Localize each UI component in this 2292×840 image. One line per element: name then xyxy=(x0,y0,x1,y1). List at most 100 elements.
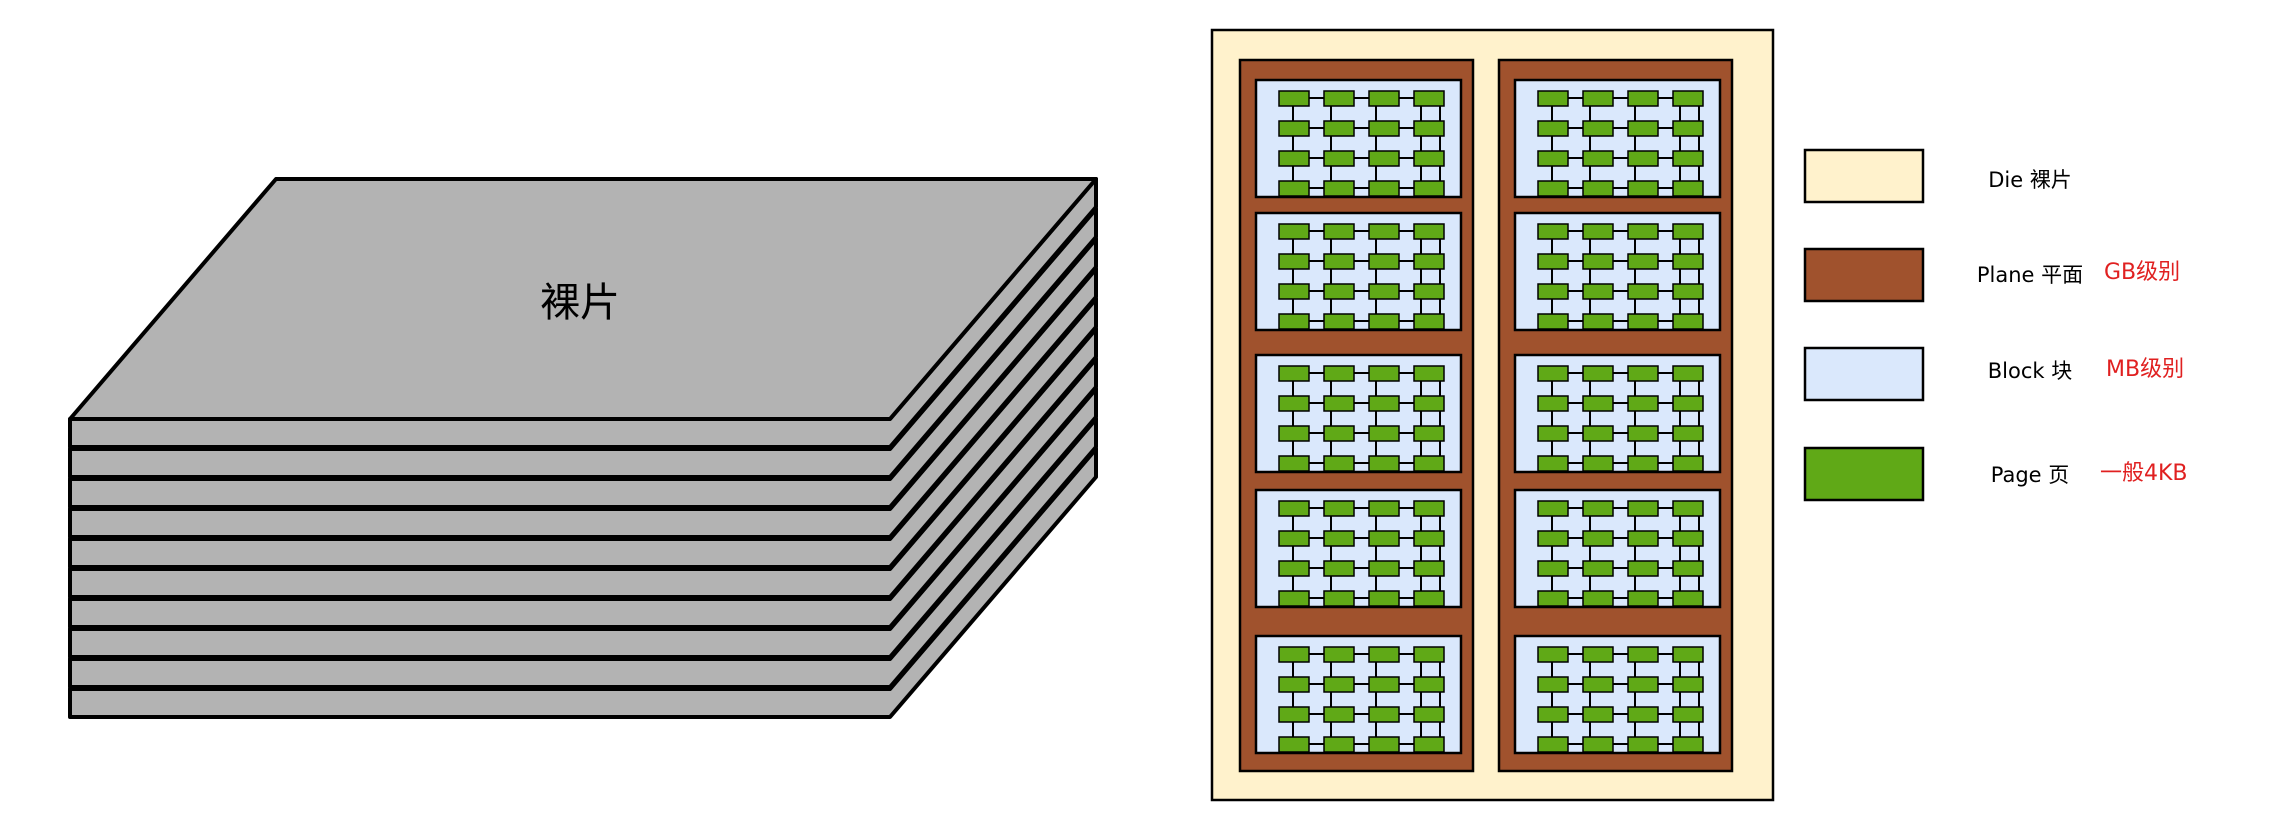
page-cell xyxy=(1672,455,1704,472)
page-cell xyxy=(1323,676,1355,693)
block xyxy=(1513,211,1722,332)
legend-item-die: Die 裸片 xyxy=(1803,148,2072,204)
page-cell xyxy=(1627,736,1659,753)
page-cell xyxy=(1537,253,1569,270)
page-cell xyxy=(1537,706,1569,723)
page-cell xyxy=(1368,455,1400,472)
page-cell xyxy=(1672,500,1704,517)
page-cell xyxy=(1582,283,1614,300)
page-cell xyxy=(1413,455,1445,472)
page-cell xyxy=(1627,646,1659,663)
page-cell xyxy=(1278,530,1310,547)
page-cell xyxy=(1413,365,1445,382)
page-cell xyxy=(1413,150,1445,167)
page-cell xyxy=(1323,736,1355,753)
page-cell xyxy=(1627,365,1659,382)
legend-swatch-page xyxy=(1803,446,1925,502)
page-cell xyxy=(1413,253,1445,270)
page-cell xyxy=(1582,150,1614,167)
page-cell xyxy=(1627,395,1659,412)
page-cell xyxy=(1278,90,1310,107)
page-cell xyxy=(1413,425,1445,442)
legend-swatch-plane xyxy=(1803,247,1925,303)
legend-note-block: MB级别 xyxy=(2106,357,2184,382)
page-cell xyxy=(1413,223,1445,240)
page-cell xyxy=(1582,253,1614,270)
page-cell xyxy=(1582,676,1614,693)
legend-swatch-block xyxy=(1803,346,1925,402)
page-cell xyxy=(1278,253,1310,270)
page-cell xyxy=(1413,736,1445,753)
legend-label-die: Die 裸片 xyxy=(1988,168,2072,192)
page-cell xyxy=(1537,646,1569,663)
page-cell xyxy=(1582,395,1614,412)
block xyxy=(1254,488,1463,609)
page-cell xyxy=(1323,706,1355,723)
page-cell xyxy=(1537,150,1569,167)
page-cell xyxy=(1627,530,1659,547)
page-cell xyxy=(1323,395,1355,412)
page-cell xyxy=(1368,560,1400,577)
die-diagram xyxy=(1210,28,1775,802)
page-cell xyxy=(1672,120,1704,137)
page-cell xyxy=(1672,253,1704,270)
legend-note-plane: GB级别 xyxy=(2104,260,2180,285)
page-cell xyxy=(1413,90,1445,107)
page-cell xyxy=(1323,530,1355,547)
page-cell xyxy=(1278,736,1310,753)
page-cell xyxy=(1368,253,1400,270)
page-cell xyxy=(1323,590,1355,607)
page-cell xyxy=(1672,313,1704,330)
page-cell xyxy=(1672,283,1704,300)
page-cell xyxy=(1582,500,1614,517)
page-cell xyxy=(1278,676,1310,693)
page-cell xyxy=(1323,646,1355,663)
page-cell xyxy=(1413,646,1445,663)
page-cell xyxy=(1627,90,1659,107)
plane xyxy=(1497,58,1734,773)
page-cell xyxy=(1537,120,1569,137)
page-cell xyxy=(1537,313,1569,330)
page-cell xyxy=(1368,590,1400,607)
page-cell xyxy=(1368,283,1400,300)
page-cell xyxy=(1627,706,1659,723)
page-cell xyxy=(1278,120,1310,137)
page-cell xyxy=(1627,425,1659,442)
page-cell xyxy=(1672,646,1704,663)
page-cell xyxy=(1537,560,1569,577)
page-cell xyxy=(1582,313,1614,330)
page-cell xyxy=(1413,706,1445,723)
legend-label-block: Block 块 xyxy=(1988,359,2072,383)
page-cell xyxy=(1368,120,1400,137)
page-cell xyxy=(1368,313,1400,330)
block xyxy=(1254,353,1463,474)
page-cell xyxy=(1278,283,1310,300)
page-cell xyxy=(1627,283,1659,300)
legend-note-page: 一般4KB xyxy=(2100,461,2188,486)
page-cell xyxy=(1413,120,1445,137)
page-cell xyxy=(1582,90,1614,107)
page-cell xyxy=(1672,530,1704,547)
page-cell xyxy=(1413,500,1445,517)
page-cell xyxy=(1672,590,1704,607)
page-cell xyxy=(1323,425,1355,442)
die-layer xyxy=(68,177,1098,449)
legend: Die 裸片 Plane 平面 GB级别 Block 块 MB级别 Page 页… xyxy=(1803,148,2188,502)
legend-item-page: Page 页 一般4KB xyxy=(1803,446,2188,502)
block xyxy=(1513,78,1722,199)
page-cell xyxy=(1627,455,1659,472)
page-cell xyxy=(1323,223,1355,240)
page-cell xyxy=(1627,500,1659,517)
legend-label-plane: Plane 平面 xyxy=(1977,263,2083,287)
page-cell xyxy=(1413,180,1445,197)
page-cell xyxy=(1278,223,1310,240)
page-cell xyxy=(1323,313,1355,330)
page-cell xyxy=(1278,455,1310,472)
page-cell xyxy=(1323,120,1355,137)
page-cell xyxy=(1278,590,1310,607)
page-cell xyxy=(1413,530,1445,547)
page-cell xyxy=(1582,180,1614,197)
legend-swatch-die xyxy=(1803,148,1925,204)
page-cell xyxy=(1582,120,1614,137)
